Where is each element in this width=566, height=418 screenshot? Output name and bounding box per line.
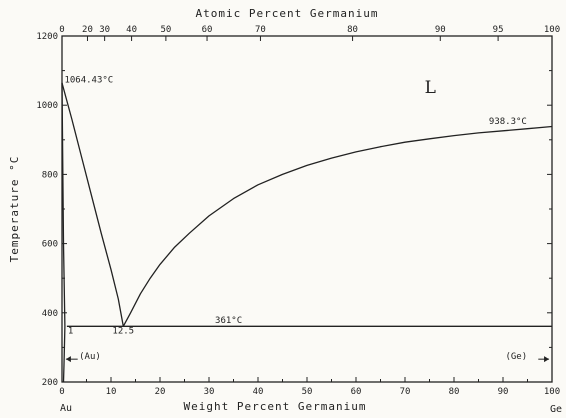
x-top-tick-label: 50 — [160, 25, 171, 35]
x-bottom-tick-label: 100 — [544, 387, 560, 397]
au-phase-label: (Au) — [79, 352, 101, 362]
x-bottom-tick-label: 50 — [302, 387, 313, 397]
y-tick-label: 400 — [42, 309, 58, 319]
eutectic-composition-label: 12.5 — [112, 327, 134, 337]
x-bottom-tick-label: 10 — [106, 387, 117, 397]
liquidus-ge-side — [122, 125, 553, 327]
x-bottom-tick-label: 80 — [449, 387, 460, 397]
y-tick-label: 600 — [42, 240, 58, 250]
au-solubility-label: 1 — [68, 327, 73, 337]
eutectic-temperature-label: 361°C — [215, 316, 242, 326]
liquid-region-label: L — [425, 78, 436, 98]
x-top-tick-label: 100 — [544, 25, 560, 35]
x-bottom-tick-label: 0 — [59, 387, 64, 397]
y-tick-label: 1200 — [36, 32, 58, 42]
au-melting-point-label: 1064.43°C — [64, 76, 113, 86]
y-tick-label: 1000 — [36, 101, 58, 111]
x-top-tick-label: 70 — [255, 25, 266, 35]
x-top-tick-label: 95 — [493, 25, 504, 35]
plot-frame — [61, 35, 553, 383]
x-top-tick-label: 30 — [99, 25, 110, 35]
x-bottom-tick-label: 30 — [204, 387, 215, 397]
top-axis-title: Atomic Percent Germanium — [196, 7, 379, 20]
x-bottom-tick-label: 60 — [351, 387, 362, 397]
tick-marks — [61, 35, 553, 383]
liquidus-au-side — [61, 82, 124, 327]
x-bottom-tick-label: 70 — [400, 387, 411, 397]
x-top-tick-label: 40 — [126, 25, 137, 35]
x-bottom-tick-label: 40 — [253, 387, 264, 397]
x-bottom-tick-label: 90 — [498, 387, 509, 397]
x-top-tick-label: 0 — [59, 25, 64, 35]
x-top-tick-label: 80 — [347, 25, 358, 35]
ge-phase-label: (Ge) — [505, 352, 527, 362]
phase-lines — [61, 82, 553, 383]
au-solvus — [61, 82, 66, 383]
x-top-tick-label: 90 — [435, 25, 446, 35]
ge-melting-point-label: 938.3°C — [489, 117, 527, 127]
y-tick-label: 800 — [42, 170, 58, 180]
element-label-ge: Ge — [550, 404, 562, 415]
au-arrow-head — [65, 356, 71, 363]
y-tick-label: 200 — [42, 378, 58, 388]
x-top-tick-label: 20 — [82, 25, 93, 35]
ge-arrow-head — [544, 356, 550, 363]
element-label-au: Au — [60, 403, 72, 414]
x-bottom-tick-label: 20 — [155, 387, 166, 397]
x-top-tick-label: 60 — [202, 25, 213, 35]
plot-border — [61, 35, 553, 383]
bottom-axis-title: Weight Percent Germanium — [184, 400, 367, 413]
y-axis-title: Temperature °C — [8, 156, 21, 263]
